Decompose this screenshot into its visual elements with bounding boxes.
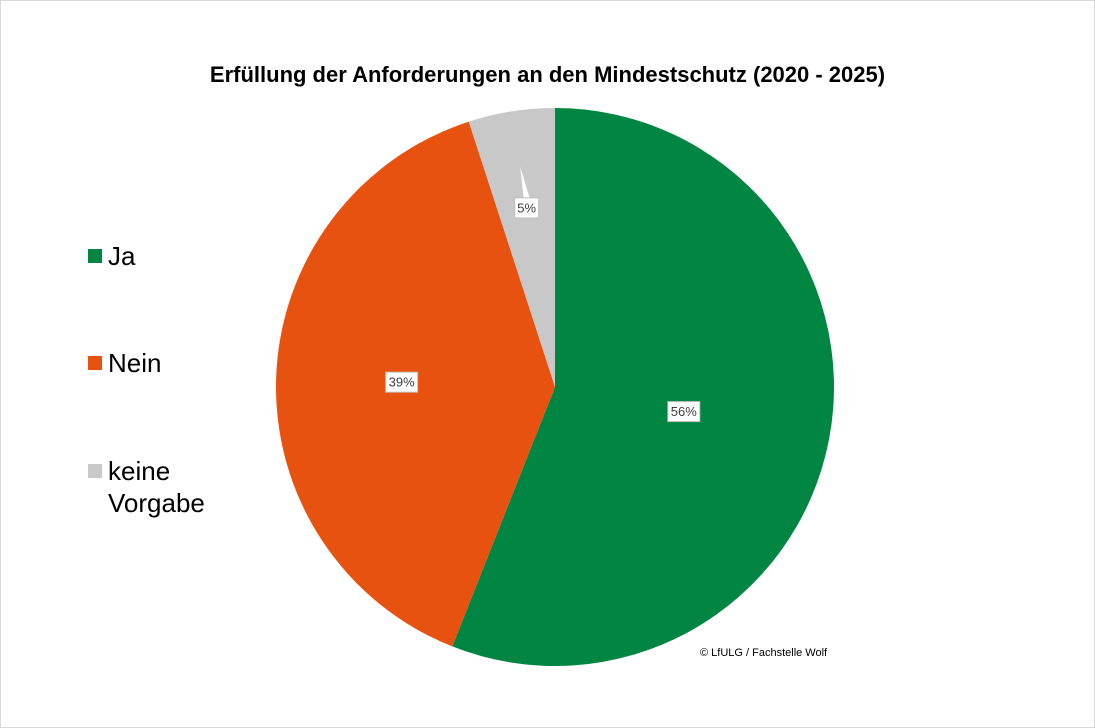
legend-item-ja: Ja: [88, 240, 228, 272]
data-label-nein: 39%: [385, 371, 419, 393]
data-label-box-nein: [385, 371, 419, 393]
chart-title: Erfüllung der Anforderungen an den Minde…: [209, 62, 886, 87]
legend-swatch-keine-vorgabe: [88, 464, 102, 478]
data-label-text-keine-vorgabe: 5%: [517, 200, 536, 215]
legend-label-keine-vorgabe: keine Vorgabe: [108, 456, 205, 518]
legend-label-nein: Nein: [108, 348, 162, 378]
data-label-text-ja: 56%: [671, 404, 697, 419]
data-label-ja: 56%: [667, 401, 701, 423]
legend-item-nein: Nein: [88, 347, 228, 379]
data-label-text-nein: 39%: [389, 375, 415, 390]
legend-label-ja: Ja: [108, 241, 136, 271]
data-label-box-ja: [667, 401, 701, 423]
data-label-box-keine-vorgabe: [514, 197, 540, 219]
data-label-pointer-keine-vorgabe: [520, 166, 530, 198]
pie-slice-ja: [452, 108, 834, 666]
legend-swatch-ja: [88, 249, 102, 263]
pie-slice-keine-vorgabe: [468, 108, 555, 387]
legend-swatch-nein: [88, 356, 102, 370]
data-label-keine-vorgabe: 5%: [514, 166, 540, 219]
copyright-note: © LfULG / Fachstelle Wolf: [700, 647, 828, 659]
legend-item-keine-vorgabe: keine Vorgabe: [88, 455, 228, 519]
